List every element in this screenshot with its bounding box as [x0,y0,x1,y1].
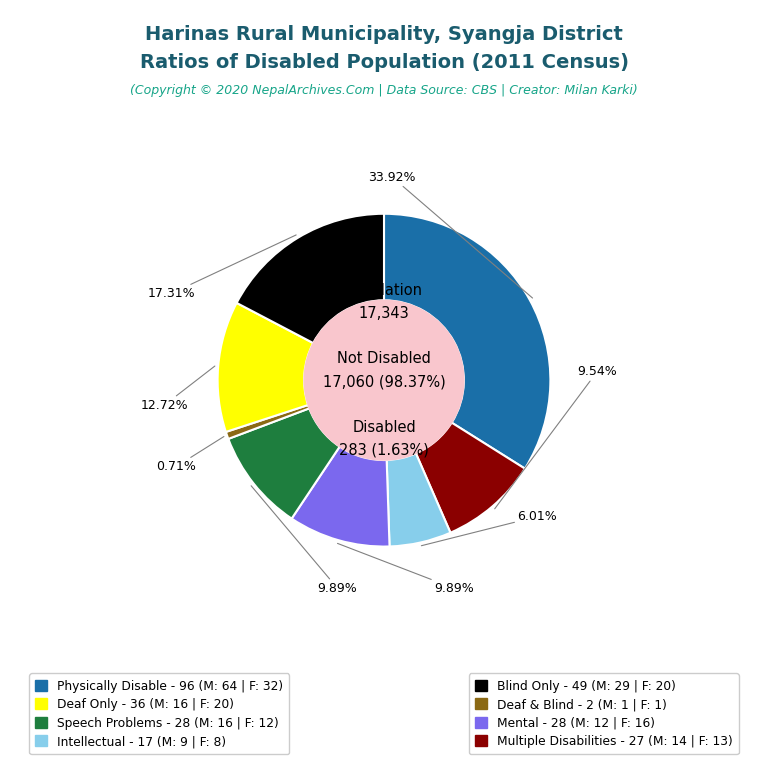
Wedge shape [416,422,525,533]
Text: Population
17,343

Not Disabled
17,060 (98.37%)

Disabled
283 (1.63%): Population 17,343 Not Disabled 17,060 (9… [323,283,445,458]
Legend: Physically Disable - 96 (M: 64 | F: 32), Deaf Only - 36 (M: 16 | F: 20), Speech : Physically Disable - 96 (M: 64 | F: 32),… [29,674,290,754]
Text: 33.92%: 33.92% [369,170,532,298]
Text: 9.54%: 9.54% [495,366,617,509]
Wedge shape [384,214,551,468]
Text: Ratios of Disabled Population (2011 Census): Ratios of Disabled Population (2011 Cens… [140,54,628,72]
Text: (Copyright © 2020 NepalArchives.Com | Data Source: CBS | Creator: Milan Karki): (Copyright © 2020 NepalArchives.Com | Da… [130,84,638,97]
Text: 6.01%: 6.01% [422,510,557,546]
Text: 9.89%: 9.89% [251,486,357,594]
Circle shape [304,300,464,460]
Wedge shape [217,303,313,432]
Wedge shape [386,453,451,547]
Text: 0.71%: 0.71% [156,436,224,473]
Text: 17.31%: 17.31% [147,235,296,300]
Text: 9.89%: 9.89% [337,544,474,594]
Legend: Blind Only - 49 (M: 29 | F: 20), Deaf & Blind - 2 (M: 1 | F: 1), Mental - 28 (M:: Blind Only - 49 (M: 29 | F: 20), Deaf & … [469,674,739,754]
Wedge shape [226,405,310,439]
Wedge shape [292,447,389,547]
Wedge shape [228,409,339,518]
Wedge shape [237,214,384,343]
Text: Harinas Rural Municipality, Syangja District: Harinas Rural Municipality, Syangja Dist… [145,25,623,44]
Text: 12.72%: 12.72% [141,366,215,412]
